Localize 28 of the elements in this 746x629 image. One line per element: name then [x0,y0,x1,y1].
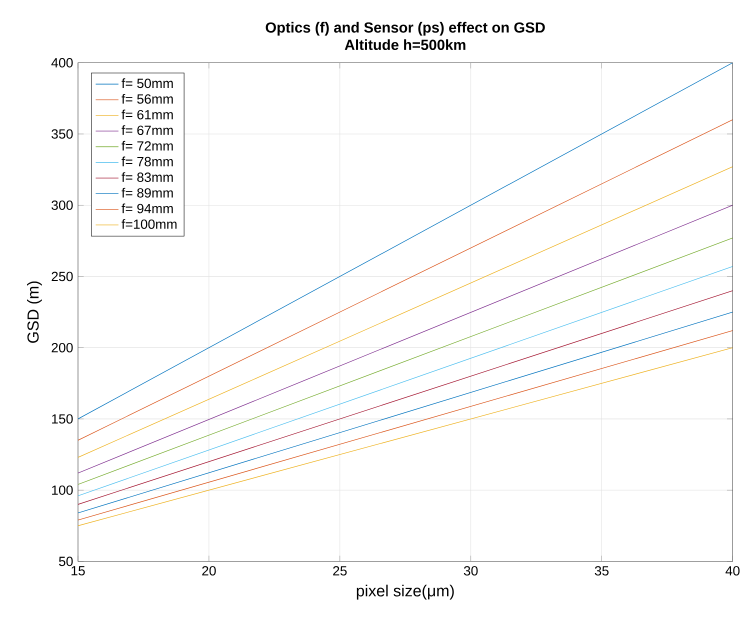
chart-title: Optics (f) and Sensor (ps) effect on GSD [266,22,545,36]
legend-label: f= 56mm [122,94,173,104]
legend-label: f= 89mm [122,188,173,198]
x-tick-label: 35 [594,566,609,576]
legend-label: f= 83mm [122,172,173,182]
y-tick-label: 300 [52,200,73,210]
y-tick-label: 150 [52,414,73,424]
y-tick-label: 350 [52,129,73,139]
legend-label: f= 67mm [122,125,173,136]
y-tick-label: 100 [52,485,73,495]
x-tick-label: 15 [72,566,85,576]
legend-label: f= 94mm [122,203,173,214]
x-tick-label: 40 [726,566,740,576]
legend-label: f=100mm [122,219,177,229]
legend-label: f= 72mm [122,140,173,151]
y-tick-label: 200 [52,342,73,352]
y-tick-label: 400 [51,58,73,68]
y-tick-label: 250 [52,272,73,282]
x-tick-label: 30 [464,566,478,576]
x-axis-title: pixel size(μm) [356,584,454,600]
x-tick-label: 20 [202,566,216,576]
y-axis-title: GSD (m) [26,282,42,343]
legend-label: f= 50mm [122,78,173,88]
legend-label: f= 78mm [122,156,173,166]
legend-label: f= 61mm [122,110,173,120]
x-tick-label: 25 [333,566,347,576]
y-tick-label: 50 [59,556,73,566]
chart-subtitle: Altitude h=500km [344,39,466,50]
